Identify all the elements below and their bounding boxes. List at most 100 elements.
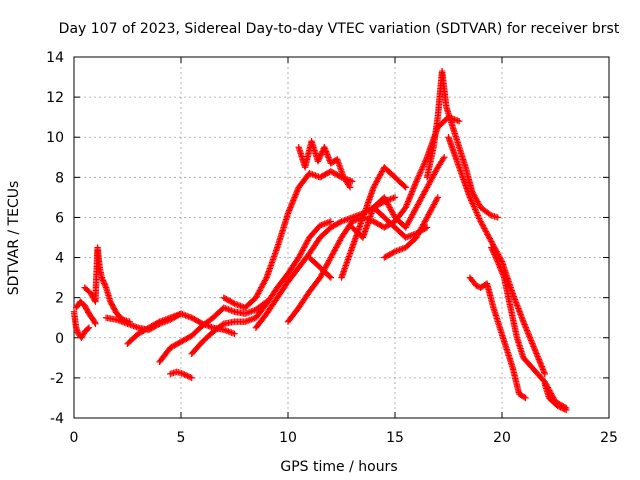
data-point — [430, 201, 438, 208]
data-point — [484, 231, 491, 238]
data-point — [303, 240, 310, 247]
series-arc-6 — [156, 298, 270, 366]
series-arc-15 — [349, 154, 448, 241]
y-tick-label: -2 — [50, 371, 64, 387]
data-point — [441, 154, 448, 161]
data-point — [324, 260, 331, 267]
data-point — [416, 170, 423, 178]
data-point — [384, 201, 392, 208]
data-point — [92, 320, 99, 327]
data-point — [373, 178, 380, 185]
data-point — [483, 229, 490, 237]
data-point — [521, 393, 528, 401]
data-point — [422, 217, 429, 224]
series-arc-5 — [124, 310, 185, 347]
data-point — [488, 239, 496, 247]
y-tick-label: -4 — [50, 411, 64, 427]
data-point — [185, 373, 193, 380]
data-point — [413, 176, 421, 184]
data-points — [70, 67, 570, 414]
data-point — [407, 214, 415, 221]
data-point — [467, 195, 474, 203]
data-point — [181, 371, 188, 378]
data-point — [433, 166, 440, 174]
data-point — [98, 274, 106, 281]
data-point — [478, 221, 486, 228]
data-point — [299, 247, 306, 254]
data-point — [252, 294, 260, 301]
y-tick-label: 2 — [55, 291, 64, 307]
data-point — [297, 250, 305, 257]
data-point — [413, 178, 420, 185]
x-tick-label: 0 — [70, 430, 79, 446]
series-arc-7 — [167, 368, 195, 382]
data-point — [101, 280, 108, 287]
data-point — [323, 261, 331, 268]
data-point — [432, 198, 439, 205]
data-point — [419, 164, 426, 172]
data-point — [422, 225, 429, 232]
data-point — [420, 189, 428, 197]
data-point — [182, 372, 190, 379]
data-point — [298, 248, 305, 256]
data-point — [404, 221, 411, 228]
x-tick-label: 15 — [386, 430, 404, 446]
series-arc-10 — [252, 194, 399, 331]
series-arc-1 — [70, 308, 93, 341]
data-point — [325, 258, 332, 266]
data-point — [433, 195, 441, 203]
data-point — [329, 251, 336, 258]
data-point — [488, 244, 495, 251]
data-point — [411, 207, 419, 214]
data-point — [179, 370, 187, 378]
data-point — [440, 155, 447, 162]
series-arc-18 — [423, 67, 501, 221]
series-arc-9 — [220, 168, 356, 311]
data-point — [405, 218, 412, 225]
data-point — [401, 183, 408, 190]
data-point — [346, 184, 354, 191]
data-point — [260, 280, 267, 287]
data-point — [419, 163, 427, 170]
data-point — [100, 278, 107, 286]
data-point — [376, 172, 383, 180]
data-point — [482, 228, 490, 235]
data-point — [410, 208, 418, 215]
data-point — [336, 219, 344, 226]
data-point — [470, 201, 477, 209]
data-point — [425, 211, 432, 218]
data-point — [375, 174, 383, 181]
data-point — [261, 277, 269, 284]
data-point — [370, 184, 377, 191]
data-point — [468, 197, 475, 204]
data-point — [429, 174, 436, 181]
data-point — [472, 207, 480, 215]
data-point — [413, 204, 420, 211]
y-tick-label: 8 — [55, 170, 64, 186]
data-point — [177, 310, 185, 317]
data-point — [522, 394, 529, 402]
data-point — [426, 208, 434, 215]
data-point — [493, 255, 500, 262]
data-point — [413, 202, 421, 210]
data-point — [427, 176, 435, 184]
data-point — [433, 197, 440, 204]
data-point — [387, 207, 395, 214]
data-point — [557, 404, 564, 411]
data-point — [456, 117, 463, 125]
data-point — [419, 222, 426, 230]
data-point — [258, 284, 265, 291]
data-point — [390, 249, 397, 256]
data-point — [297, 251, 304, 258]
data-point — [345, 182, 353, 190]
data-point — [417, 169, 424, 176]
x-tick-label: 5 — [177, 430, 186, 446]
tick-labels: 0 5 10 15 20 25 -4 -2 0 2 4 6 8 10 12 14 — [46, 50, 618, 446]
data-point — [336, 238, 343, 245]
data-point — [317, 272, 325, 280]
data-point — [426, 209, 433, 217]
data-point — [471, 204, 478, 212]
data-point — [408, 212, 416, 220]
data-point — [466, 194, 474, 201]
